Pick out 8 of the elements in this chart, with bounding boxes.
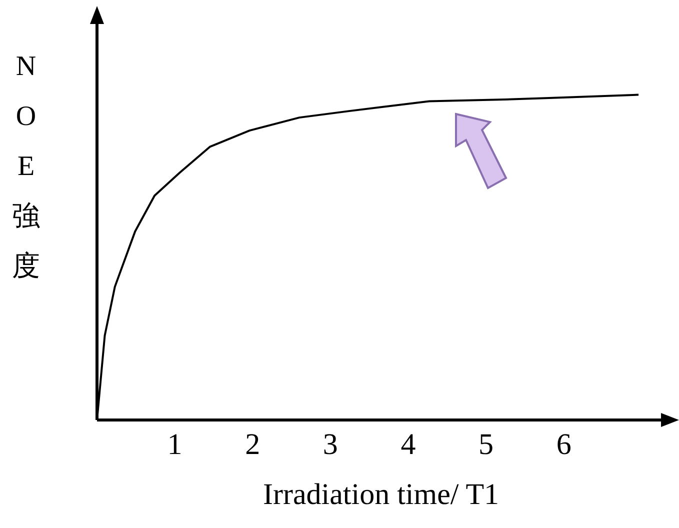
y-axis-title: NOE強度 [12, 50, 40, 284]
x-axis-title: Irradiation time/ T1 [262, 478, 500, 512]
x-tick-label: 1 [167, 428, 182, 461]
x-tick-label: 4 [400, 428, 416, 461]
x-tick-label: 2 [245, 428, 260, 461]
x-tick-label: 6 [556, 428, 572, 461]
x-tick-label: 5 [478, 428, 494, 461]
x-tick-label: 3 [322, 428, 338, 461]
